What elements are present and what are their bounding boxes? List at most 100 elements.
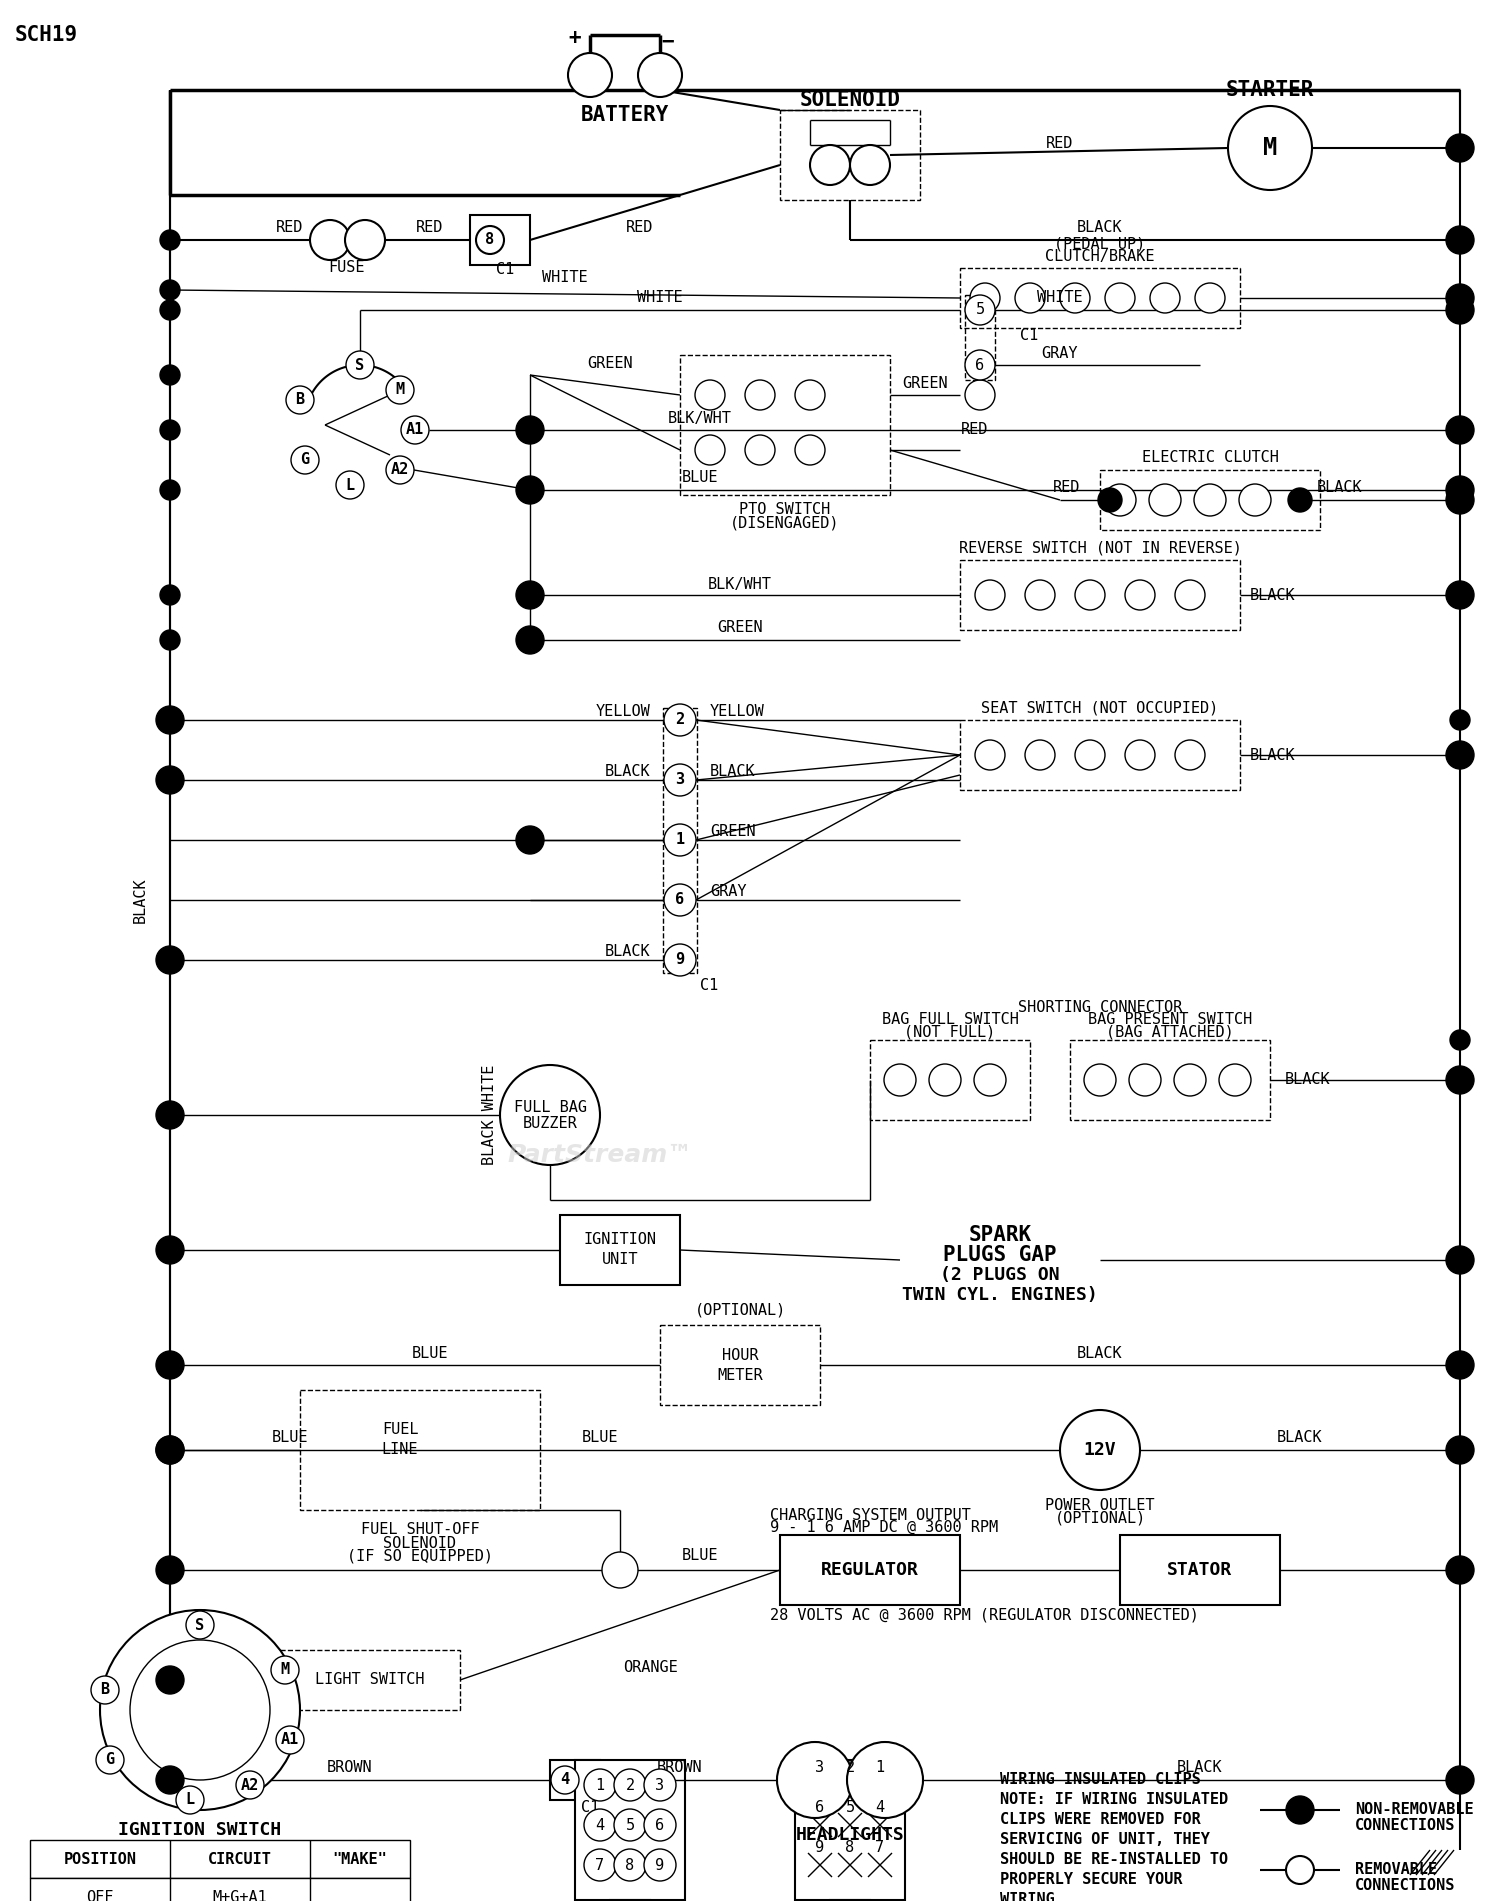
Text: C1: C1 bbox=[496, 262, 514, 278]
Circle shape bbox=[1174, 580, 1204, 610]
Circle shape bbox=[156, 1665, 184, 1694]
Text: 12V: 12V bbox=[1083, 1441, 1116, 1458]
Circle shape bbox=[1174, 739, 1204, 770]
Text: 4: 4 bbox=[876, 1800, 885, 1814]
Text: S: S bbox=[356, 357, 364, 373]
Text: G: G bbox=[300, 452, 309, 468]
Text: SPARK: SPARK bbox=[969, 1224, 1032, 1245]
Text: BAG PRESENT SWITCH: BAG PRESENT SWITCH bbox=[1088, 1013, 1252, 1028]
Circle shape bbox=[1446, 1435, 1474, 1464]
Circle shape bbox=[1446, 582, 1474, 608]
Circle shape bbox=[746, 435, 776, 466]
Bar bbox=[663, 707, 698, 973]
Text: 3: 3 bbox=[675, 772, 684, 787]
Circle shape bbox=[160, 950, 180, 970]
Circle shape bbox=[1149, 485, 1180, 515]
Circle shape bbox=[584, 1770, 616, 1800]
Circle shape bbox=[160, 300, 180, 319]
Circle shape bbox=[664, 764, 696, 797]
Text: GREEN: GREEN bbox=[586, 355, 633, 371]
Circle shape bbox=[1446, 297, 1474, 323]
Circle shape bbox=[1450, 479, 1470, 500]
Text: 5: 5 bbox=[846, 1800, 855, 1814]
Circle shape bbox=[1446, 133, 1474, 162]
Text: 1: 1 bbox=[876, 1760, 885, 1774]
Circle shape bbox=[345, 221, 386, 260]
Circle shape bbox=[160, 1669, 180, 1690]
Circle shape bbox=[160, 1770, 180, 1791]
Text: A1: A1 bbox=[280, 1732, 298, 1747]
Circle shape bbox=[400, 416, 429, 445]
Circle shape bbox=[1016, 283, 1046, 314]
Circle shape bbox=[156, 1435, 184, 1464]
Text: S: S bbox=[195, 1618, 204, 1633]
Bar bbox=[280, 1650, 460, 1711]
Text: 6: 6 bbox=[675, 892, 684, 907]
Circle shape bbox=[100, 1610, 300, 1810]
Circle shape bbox=[156, 947, 184, 973]
Text: BLK/WHT: BLK/WHT bbox=[668, 411, 732, 426]
Text: PROPERLY SECURE YOUR: PROPERLY SECURE YOUR bbox=[1000, 1872, 1182, 1888]
Text: (IF SO EQUIPPED): (IF SO EQUIPPED) bbox=[346, 1549, 494, 1563]
Text: BLACK: BLACK bbox=[134, 876, 148, 922]
Circle shape bbox=[584, 1810, 616, 1840]
Text: PTO SWITCH: PTO SWITCH bbox=[740, 502, 831, 517]
Bar bbox=[574, 1760, 686, 1899]
Text: REVERSE SWITCH (NOT IN REVERSE): REVERSE SWITCH (NOT IN REVERSE) bbox=[958, 540, 1242, 555]
Circle shape bbox=[156, 705, 184, 734]
Circle shape bbox=[130, 1641, 270, 1779]
Text: BLACK: BLACK bbox=[1317, 481, 1364, 496]
Text: (OPTIONAL): (OPTIONAL) bbox=[1054, 1511, 1146, 1525]
Circle shape bbox=[336, 471, 364, 498]
Text: BLACK: BLACK bbox=[1077, 1346, 1124, 1361]
Circle shape bbox=[1450, 420, 1470, 439]
Circle shape bbox=[638, 53, 682, 97]
Text: 4: 4 bbox=[596, 1817, 604, 1833]
Text: GRAY: GRAY bbox=[710, 884, 747, 899]
Circle shape bbox=[964, 350, 994, 380]
Text: BLUE: BLUE bbox=[681, 1547, 718, 1563]
Text: BLACK: BLACK bbox=[1250, 587, 1296, 603]
Circle shape bbox=[516, 475, 544, 504]
Bar bbox=[870, 1040, 1030, 1120]
Circle shape bbox=[850, 144, 889, 184]
Circle shape bbox=[1446, 1066, 1474, 1093]
Circle shape bbox=[614, 1850, 646, 1880]
Text: BLACK: BLACK bbox=[1077, 221, 1124, 236]
Circle shape bbox=[1450, 1030, 1470, 1049]
Text: (OPTIONAL): (OPTIONAL) bbox=[694, 1302, 786, 1317]
Text: NON-REMOVABLE: NON-REMOVABLE bbox=[1354, 1802, 1473, 1817]
Text: L: L bbox=[345, 477, 354, 492]
Bar bbox=[560, 1215, 680, 1285]
Circle shape bbox=[1450, 709, 1470, 730]
Text: IGNITION: IGNITION bbox=[584, 1232, 657, 1247]
Circle shape bbox=[156, 1557, 184, 1584]
Circle shape bbox=[810, 144, 850, 184]
Bar bbox=[30, 1878, 410, 1901]
Text: WHITE: WHITE bbox=[1036, 291, 1083, 306]
Circle shape bbox=[346, 352, 374, 378]
Circle shape bbox=[1130, 1065, 1161, 1097]
Circle shape bbox=[310, 221, 350, 260]
Text: (2 PLUGS ON: (2 PLUGS ON bbox=[940, 1266, 1060, 1283]
Circle shape bbox=[1125, 580, 1155, 610]
Text: SOLENOID: SOLENOID bbox=[800, 89, 900, 110]
Text: (BAG ATTACHED): (BAG ATTACHED) bbox=[1106, 1025, 1234, 1040]
Text: A2: A2 bbox=[392, 462, 410, 477]
Text: −: − bbox=[662, 32, 675, 51]
Circle shape bbox=[160, 479, 180, 500]
Circle shape bbox=[160, 1561, 180, 1580]
Circle shape bbox=[156, 1236, 184, 1264]
Circle shape bbox=[160, 586, 180, 605]
Circle shape bbox=[1446, 226, 1474, 255]
Text: OFF: OFF bbox=[87, 1890, 114, 1901]
Text: WIRING INSULATED CLIPS: WIRING INSULATED CLIPS bbox=[1000, 1772, 1200, 1787]
Text: SHORTING CONNECTOR: SHORTING CONNECTOR bbox=[1019, 1000, 1182, 1015]
Circle shape bbox=[160, 770, 180, 791]
Bar bbox=[780, 110, 920, 200]
Text: "MAKE": "MAKE" bbox=[333, 1852, 387, 1867]
Text: SOLENOID: SOLENOID bbox=[384, 1536, 456, 1551]
Circle shape bbox=[516, 582, 544, 608]
Text: RED: RED bbox=[1053, 481, 1080, 496]
Circle shape bbox=[777, 1741, 853, 1817]
